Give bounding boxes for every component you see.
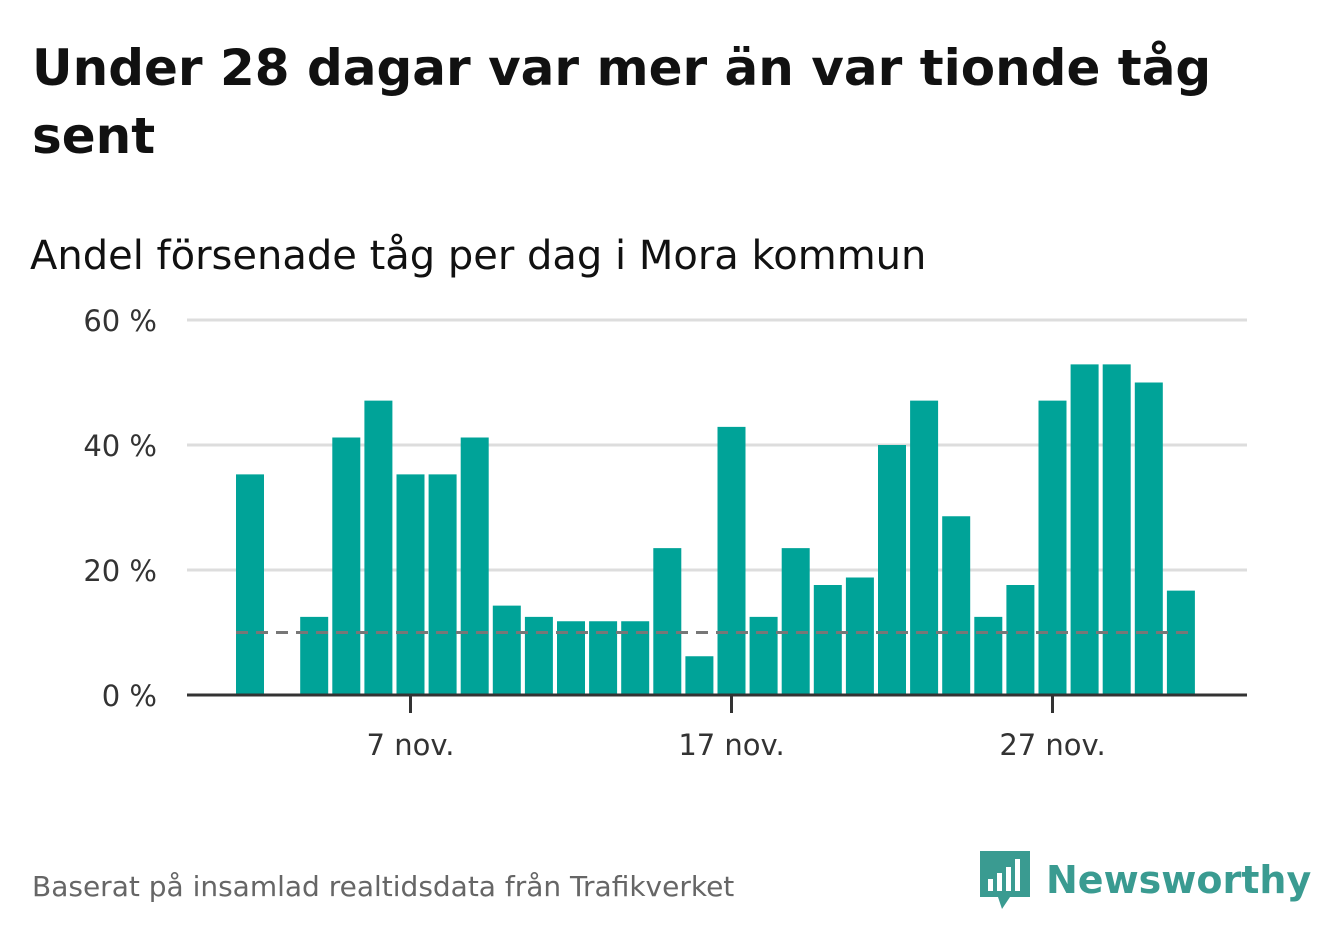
chart-title: Under 28 dagar var mer än var tionde tåg… <box>32 39 1212 165</box>
bar <box>1166 590 1195 695</box>
bar <box>685 656 714 695</box>
newsworthy-wordmark: Newsworthy <box>1046 858 1312 902</box>
bar <box>332 437 361 695</box>
bar <box>1102 364 1131 695</box>
x-tick-label: 7 nov. <box>367 728 455 762</box>
bar <box>781 548 810 695</box>
newsworthy-logo[interactable]: Newsworthy <box>980 850 1311 910</box>
bar <box>300 616 329 695</box>
bar <box>653 548 682 695</box>
bar-chart: 0 % 20 % 40 % 60 % 7 nov. 17 nov. 27 nov. <box>83 304 1247 762</box>
bar <box>428 474 457 695</box>
x-tick-label: 27 nov. <box>999 728 1105 762</box>
bar <box>878 445 906 695</box>
bars <box>236 364 1195 695</box>
bar <box>717 426 746 695</box>
chart-subtitle: Andel försenade tåg per dag i Mora kommu… <box>30 233 927 279</box>
source-note: Baserat på insamlad realtidsdata från Tr… <box>32 870 735 903</box>
bar <box>236 474 264 695</box>
bar <box>1134 382 1163 695</box>
bar <box>749 616 778 695</box>
bar <box>1038 400 1067 695</box>
y-tick-label: 20 % <box>83 554 157 588</box>
bar <box>492 605 521 695</box>
grid-lines <box>187 318 1247 572</box>
y-tick-label: 0 % <box>102 679 157 713</box>
bar <box>813 585 842 695</box>
bar <box>364 400 393 695</box>
bar <box>974 616 1003 695</box>
bar <box>524 616 553 695</box>
x-axis-ticks: 7 nov. 17 nov. 27 nov. <box>367 695 1106 762</box>
bar <box>1006 585 1035 695</box>
bar <box>845 577 874 695</box>
bar <box>942 516 971 695</box>
x-tick-label: 17 nov. <box>678 728 784 762</box>
bar <box>460 437 489 695</box>
bar <box>910 400 939 695</box>
bar <box>396 474 425 695</box>
y-axis-ticks: 0 % 20 % 40 % 60 % <box>83 304 157 713</box>
bar <box>1070 364 1099 695</box>
newsworthy-bar-chart-icon <box>980 851 1030 909</box>
y-tick-label: 40 % <box>83 429 157 463</box>
y-tick-label: 60 % <box>83 304 157 338</box>
